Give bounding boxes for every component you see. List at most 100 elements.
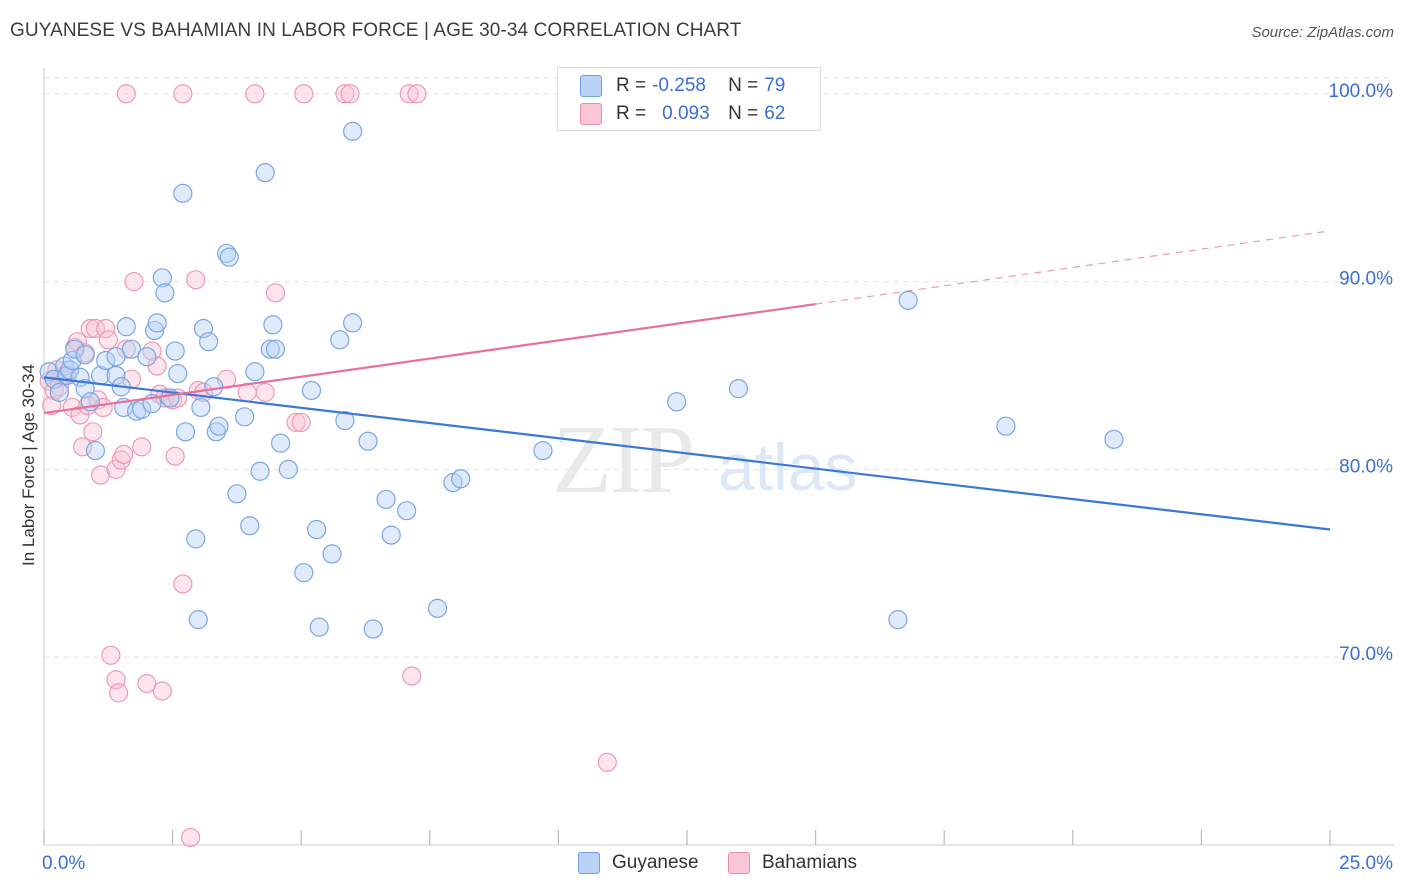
point-guyanese	[152, 268, 172, 288]
point-bahamians	[335, 84, 355, 104]
point-guyanese	[263, 315, 283, 335]
point-guyanese	[451, 469, 471, 489]
legend-swatch-guyanese	[580, 75, 602, 97]
series-legend: Guyanese Bahamians	[0, 852, 1406, 878]
point-bahamians	[108, 683, 129, 703]
y-tick-label: 90.0%	[1339, 269, 1393, 290]
point-bahamians	[255, 382, 275, 402]
point-bahamians	[407, 84, 427, 104]
point-guyanese	[255, 163, 275, 183]
point-guyanese	[227, 484, 247, 504]
trend-lines	[43, 230, 1331, 531]
point-guyanese	[330, 330, 350, 350]
point-guyanese	[265, 339, 286, 359]
point-bahamians	[83, 422, 103, 442]
source-label: Source: ZipAtlas.com	[1251, 24, 1394, 41]
point-guyanese	[1104, 429, 1124, 449]
point-guyanese	[397, 501, 417, 521]
point-bahamians	[294, 84, 314, 104]
point-bahamians	[286, 412, 306, 433]
point-bahamians	[132, 437, 152, 457]
y-tick-label: 80.0%	[1339, 456, 1393, 477]
point-guyanese	[188, 610, 208, 630]
point-bahamians	[186, 270, 206, 290]
point-guyanese	[335, 410, 355, 431]
point-bahamians	[114, 444, 134, 464]
point-guyanese	[278, 459, 298, 479]
point-guyanese	[165, 341, 185, 361]
point-guyanese	[294, 563, 314, 583]
point-guyanese	[121, 339, 142, 359]
point-guyanese	[301, 380, 322, 401]
point-guyanese	[186, 529, 206, 549]
point-bahamians	[98, 330, 118, 350]
point-guyanese	[888, 610, 908, 630]
point-guyanese	[309, 617, 329, 637]
point-guyanese	[343, 121, 363, 141]
point-guyanese	[271, 433, 291, 453]
y-tick-label: 70.0%	[1339, 644, 1393, 665]
point-guyanese	[307, 519, 327, 540]
point-bahamians	[142, 341, 162, 361]
point-bahamians	[116, 84, 136, 104]
point-guyanese	[175, 422, 196, 442]
point-bahamians	[340, 84, 360, 104]
point-bahamians	[265, 283, 286, 303]
point-guyanese	[137, 347, 157, 367]
watermark-zip: ZIP	[552, 406, 693, 514]
trendline-guyanese	[43, 376, 1331, 531]
point-bahamians	[597, 752, 617, 772]
trendline-bahamians-extension	[815, 230, 1331, 305]
point-bahamians	[402, 666, 422, 686]
point-bahamians	[291, 412, 311, 433]
correlation-legend: R = -0.258 N = 79 R = 0.093 N = 62	[557, 67, 821, 131]
legend-r-value: -0.258	[652, 75, 706, 96]
point-guyanese	[667, 392, 687, 412]
point-guyanese	[147, 313, 167, 333]
point-bahamians	[173, 574, 193, 594]
series-bahamians-points	[39, 84, 617, 848]
point-guyanese	[85, 441, 106, 461]
point-guyanese	[427, 598, 448, 618]
point-guyanese	[106, 365, 126, 386]
point-guyanese	[49, 382, 70, 402]
legend-n-value: 79	[764, 75, 786, 96]
legend-row-guyanese: R = -0.258 N = 79	[580, 74, 785, 98]
point-guyanese	[363, 619, 383, 639]
legend-n-label: N =	[728, 75, 759, 96]
axes	[43, 68, 1394, 846]
point-guyanese	[75, 345, 95, 365]
legend-label-bahamians: Bahamians	[762, 852, 858, 873]
legend-swatch-bahamians	[728, 852, 750, 874]
point-guyanese	[204, 377, 224, 397]
y-tick-label: 100.0%	[1329, 81, 1394, 102]
legend-row-bahamians: R = 0.093 N = 62	[580, 102, 785, 126]
point-guyanese	[240, 516, 260, 536]
point-bahamians	[96, 318, 116, 339]
point-guyanese	[250, 461, 270, 481]
point-guyanese	[381, 525, 401, 545]
chart-title: GUYANESE VS BAHAMIAN IN LABOR FORCE | AG…	[10, 20, 742, 41]
point-bahamians	[72, 437, 93, 457]
point-bahamians	[124, 271, 144, 292]
point-guyanese	[533, 441, 553, 461]
point-guyanese	[96, 350, 116, 371]
legend-item-bahamians: Bahamians	[728, 852, 857, 874]
point-guyanese	[144, 320, 165, 341]
point-bahamians	[116, 339, 136, 359]
point-guyanese	[898, 290, 918, 310]
point-guyanese	[245, 362, 265, 382]
point-bahamians	[165, 446, 185, 466]
point-guyanese	[155, 283, 175, 303]
trendline-bahamians	[43, 303, 816, 415]
legend-swatch-bahamians	[580, 103, 602, 125]
point-bahamians	[137, 673, 157, 694]
legend-r-label: R =	[616, 103, 647, 124]
y-tick-labels: 70.0% 80.0% 90.0% 100.0%	[1329, 81, 1394, 665]
y-axis-label: In Labor Force | Age 30-34	[19, 364, 38, 566]
legend-item-guyanese: Guyanese	[578, 852, 699, 874]
point-bahamians	[85, 318, 106, 339]
legend-r-label: R =	[616, 75, 647, 96]
point-bahamians	[399, 84, 419, 104]
point-guyanese	[728, 379, 749, 399]
